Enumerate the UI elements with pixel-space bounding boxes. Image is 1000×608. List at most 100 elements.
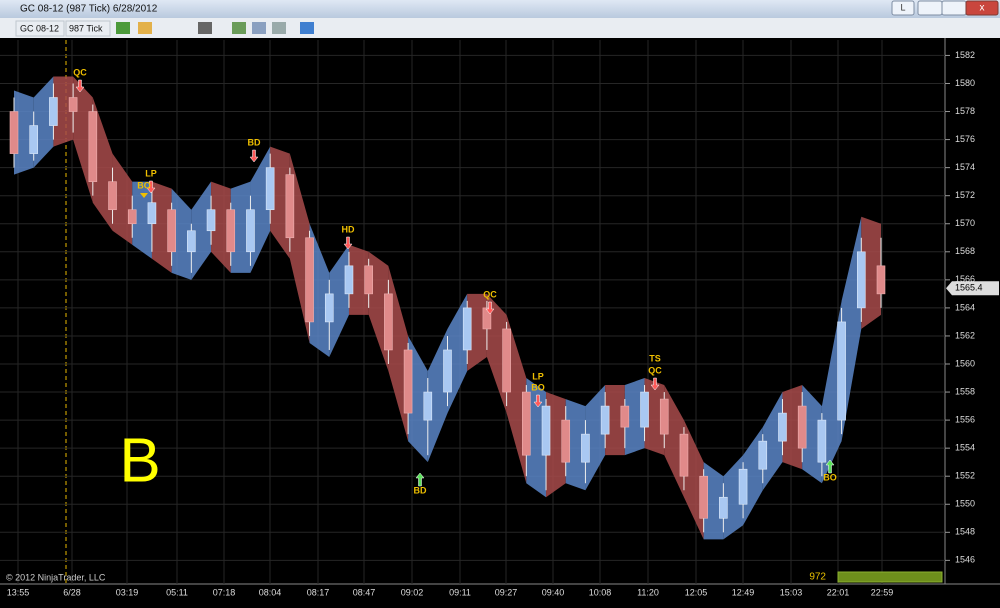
signal-arrow [415,472,425,487]
signal-label: BD [248,137,261,147]
signal-arrow [343,236,353,250]
candle-body [699,475,708,519]
x-tick-label: 08:04 [259,587,282,597]
window-linking-button[interactable] [300,22,314,34]
title-bar [0,0,1000,18]
band-segment [427,328,448,463]
interval: 987 Tick [69,23,103,33]
candle-body [856,251,866,309]
band-segment [467,293,487,372]
band-segment [270,146,290,259]
crosshair-button[interactable] [198,22,212,34]
band-segment [802,385,822,484]
candle-body [758,440,768,470]
signal-label: QC [483,289,497,299]
x-tick-label: 09:27 [495,587,518,597]
link-button[interactable] [891,0,915,16]
band-segment [388,265,409,442]
strategies-button[interactable] [252,22,266,34]
draw-button[interactable] [138,22,152,34]
instrument-selector[interactable] [15,20,65,37]
candle-body [384,293,393,351]
x-tick-label: 12:49 [732,587,755,597]
band-segment [171,188,192,280]
candle-body [68,97,78,112]
minimize-button[interactable] [917,0,943,16]
band-segment [14,90,34,175]
signal-label: BD [414,485,427,495]
band-segment [703,462,724,540]
maximize-button[interactable] [941,0,967,16]
candle-body [541,405,551,456]
x-tick-label: 03:19 [116,587,139,597]
instrument: GC 08-12 [20,23,59,33]
band-segment [546,392,566,498]
candle-body [837,321,846,421]
x-tick-label: 08:47 [353,587,376,597]
candle-body [817,419,827,463]
close-button[interactable] [965,0,999,16]
band-segment [230,181,251,273]
x-tick-label: 07:18 [213,587,236,597]
candle-body [344,265,354,295]
band-segment [289,153,310,343]
candle-body [462,307,472,351]
candle-body [285,174,295,239]
signal-arrow [650,377,660,391]
candle-body [49,97,58,126]
candle-body [147,202,157,225]
signal-label: TS [649,353,661,363]
y-tick-label: 1580 [955,78,975,88]
candle-body [29,125,39,154]
close-icon: x [980,3,985,14]
x-tick-label: 09:11 [449,587,471,597]
candle-body [719,496,728,519]
signal-arrow [249,149,259,163]
band-segment [53,76,74,147]
band-segment [664,385,684,498]
band-segment [841,216,862,442]
candle-body [679,433,689,477]
candle-body [797,405,807,449]
link-button-label: L [900,2,905,12]
band-segment [447,293,468,414]
window-title: GC 08-12 (987 Tick) 6/28/2012 [20,4,158,15]
last-price: 1565.4 [955,283,983,293]
bar-type-button[interactable] [116,22,130,34]
x-tick-label: 13:55 [7,587,30,597]
band-segment [861,216,881,329]
properties-button[interactable] [272,22,286,34]
x-tick-label: 22:59 [871,587,894,597]
band-segment [211,181,231,273]
signal-label: BO [531,382,545,392]
candle-body [206,209,216,232]
signal-arrow [485,301,495,315]
signal-label: QC [73,67,87,77]
band-segment [683,420,704,540]
candle-body [738,468,748,505]
y-tick-label: 1560 [955,358,975,368]
band-segment [368,251,389,372]
band-segment [565,399,586,491]
candle-body [482,307,492,330]
candle-body [403,349,413,414]
band-segment [151,181,172,273]
x-tick-label: 08:17 [307,587,330,597]
x-tick-label: 09:40 [542,587,565,597]
y-tick-label: 1572 [955,190,975,200]
candle-body [187,230,196,253]
interval-selector[interactable] [65,20,111,37]
indicators-button[interactable] [232,22,246,34]
watermark: B [119,426,160,495]
candle-body [600,405,610,435]
y-tick-label: 1546 [955,555,975,565]
y-tick-label: 1582 [955,50,975,60]
candle-body [561,419,571,463]
y-tick-label: 1552 [955,471,975,481]
candle-body [522,391,531,456]
band-segment [723,455,744,540]
y-tick-label: 1556 [955,414,975,424]
candle-body [443,349,452,393]
signal-label: LP [532,371,544,381]
